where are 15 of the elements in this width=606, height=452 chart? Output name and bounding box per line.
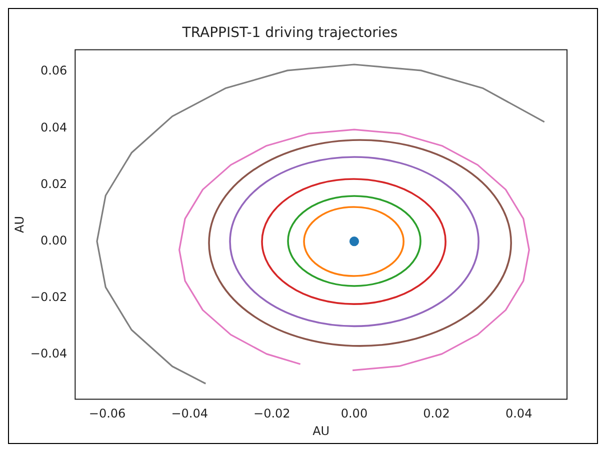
x-tick-label: 0.04: [505, 406, 532, 421]
y-tick-label: 0.06: [40, 64, 68, 78]
x-tick-label: 0.02: [423, 406, 450, 421]
chart-title: TRAPPIST-1 driving trajectories: [181, 25, 398, 42]
y-tick-label: 0.02: [40, 176, 68, 191]
y-tick-label: −0.04: [30, 346, 68, 361]
x-tick-label: −0.04: [171, 406, 208, 421]
x-tick-label: 0.00: [340, 406, 368, 421]
y-axis-title: AU: [12, 216, 26, 233]
x-tick-label: −0.06: [88, 406, 126, 421]
y-tick-label: −0.02: [30, 290, 68, 304]
y-tick-label: 0.00: [40, 233, 68, 248]
y-tick-label: 0.04: [40, 120, 68, 134]
x-tick-label: −0.02: [254, 406, 290, 421]
x-axis-title: AU: [312, 424, 330, 438]
